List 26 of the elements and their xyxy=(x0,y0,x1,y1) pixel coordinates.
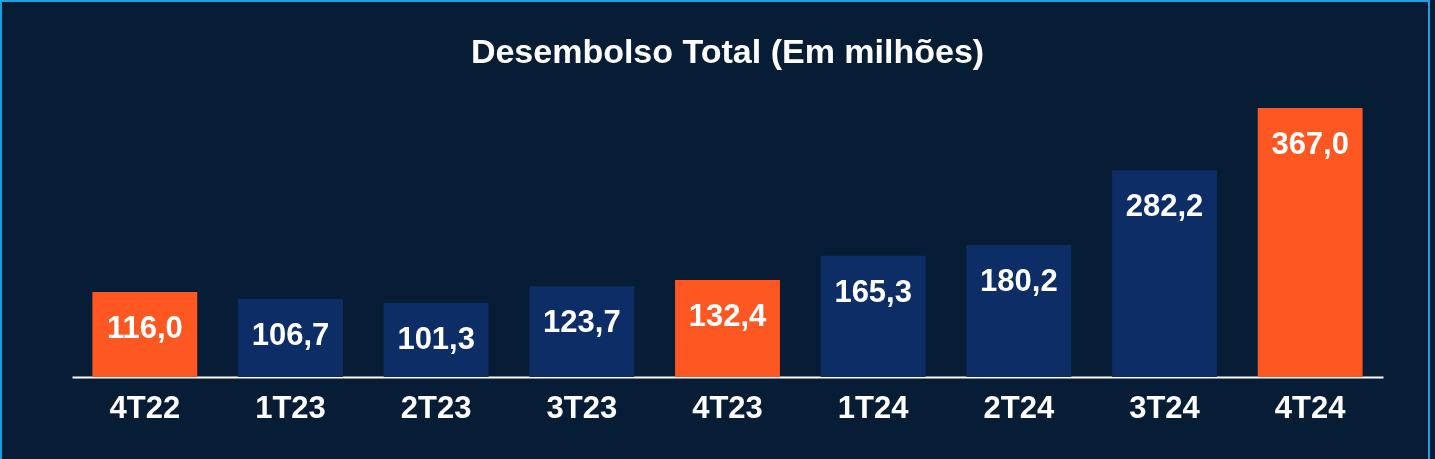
x-tick-label: 2T23 xyxy=(400,389,472,425)
bar xyxy=(529,286,635,377)
data-label: 116,0 xyxy=(106,309,183,345)
chart-title: Desembolso Total (Em milhões) xyxy=(470,32,985,70)
x-tick-label: 3T24 xyxy=(1129,389,1201,425)
x-tick-label: 1T24 xyxy=(837,389,910,425)
x-tick-label: 2T24 xyxy=(983,389,1055,425)
bar xyxy=(820,255,926,377)
x-tick-label: 3T23 xyxy=(546,389,618,425)
data-label: 101,3 xyxy=(397,320,475,356)
x-tick-label: 4T24 xyxy=(1274,389,1347,425)
data-label: 367,0 xyxy=(1271,126,1349,161)
data-label: 282,2 xyxy=(1125,188,1204,224)
bar xyxy=(1112,170,1217,377)
data-label: 180,2 xyxy=(980,262,1058,298)
data-label: 132,4 xyxy=(688,297,768,333)
x-tick-label: 4T22 xyxy=(109,389,181,425)
data-label: 106,7 xyxy=(251,316,330,352)
data-label: 123,7 xyxy=(543,304,621,340)
x-tick-label: 1T23 xyxy=(255,389,326,425)
bar xyxy=(675,279,780,377)
bar xyxy=(92,291,198,377)
bar xyxy=(966,244,1072,377)
bar xyxy=(1257,108,1363,377)
data-label: 165,3 xyxy=(834,273,912,309)
x-tick-label: 4T23 xyxy=(692,389,763,425)
